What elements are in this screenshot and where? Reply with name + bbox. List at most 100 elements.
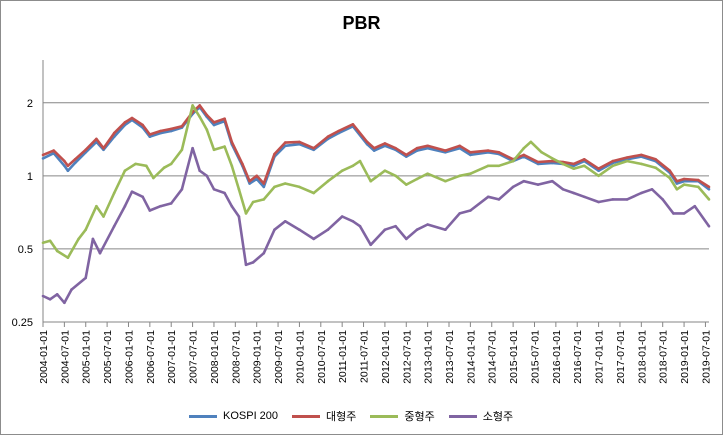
data-point: [102, 146, 105, 150]
data-point: [597, 167, 600, 170]
data-point: [383, 228, 387, 231]
data-point: [298, 140, 301, 144]
data-point: [654, 158, 657, 161]
data-point: [55, 249, 59, 253]
data-point: [66, 169, 70, 172]
data-point: [41, 153, 45, 157]
x-tick-label: 2010-07-01: [316, 330, 328, 384]
x-tick-label: 2011-07-01: [359, 330, 371, 383]
data-point: [551, 179, 554, 183]
data-point: [522, 146, 526, 150]
data-point: [511, 185, 515, 189]
legend-label: 중형주: [404, 411, 435, 423]
data-point: [675, 182, 679, 185]
x-tick-label: 2008-01-01: [209, 330, 221, 384]
data-point: [48, 239, 52, 243]
data-point: [205, 174, 209, 178]
data-point: [497, 151, 501, 154]
data-point: [351, 220, 355, 223]
x-tick-label: 2012-07-01: [401, 330, 413, 384]
y-tick-label: 2: [27, 98, 33, 110]
data-point: [130, 190, 134, 193]
data-point: [244, 263, 248, 267]
data-point: [130, 116, 134, 120]
data-point: [84, 148, 87, 152]
data-point: [650, 188, 654, 191]
x-tick-label: 2013-01-01: [423, 330, 435, 384]
data-point: [675, 179, 679, 183]
data-point: [486, 195, 490, 199]
data-point: [273, 152, 276, 156]
data-point: [611, 159, 615, 163]
data-point: [102, 215, 105, 218]
legend-label: 소형주: [482, 411, 514, 423]
data-point: [237, 188, 241, 191]
data-point: [458, 212, 462, 215]
data-point: [298, 228, 301, 231]
legend-item: 대형주: [292, 408, 356, 424]
data-point: [426, 223, 429, 226]
data-point: [561, 188, 565, 191]
data-point: [191, 146, 194, 150]
y-tick-label: 0.25: [12, 317, 33, 329]
data-point: [511, 159, 515, 163]
data-point: [237, 215, 241, 218]
data-point: [230, 204, 234, 208]
data-point: [66, 164, 70, 168]
x-tick-label: 2019-01-01: [679, 330, 691, 384]
data-point: [180, 188, 184, 191]
x-tick-label: 2015-01-01: [508, 330, 520, 384]
chart-title: PBR: [342, 13, 381, 33]
x-tick-label: 2014-01-01: [465, 330, 477, 384]
data-point: [123, 121, 127, 124]
data-point: [223, 191, 226, 195]
data-point: [248, 179, 251, 183]
data-point: [426, 144, 429, 148]
x-tick-label: 2016-01-01: [551, 330, 563, 384]
data-point: [405, 183, 408, 186]
data-point: [625, 156, 629, 159]
x-tick-label: 2014-07-01: [487, 330, 499, 384]
data-point: [372, 149, 376, 152]
data-point: [312, 191, 316, 195]
data-point: [73, 158, 77, 161]
data-point: [251, 200, 255, 204]
data-point: [55, 293, 59, 296]
x-tick-label: 2016-07-01: [572, 330, 584, 384]
legend-swatch: [370, 414, 399, 418]
data-point: [326, 135, 330, 138]
data-point: [326, 228, 330, 231]
data-point: [469, 153, 472, 157]
data-point: [63, 164, 66, 168]
data-point: [262, 182, 266, 185]
data-point: [180, 148, 184, 152]
data-point: [63, 159, 66, 163]
data-point: [365, 140, 369, 144]
data-point: [444, 179, 447, 183]
x-tick-label: 2005-07-01: [102, 330, 114, 384]
legend-label: 대형주: [326, 411, 357, 423]
data-point: [697, 178, 700, 182]
data-point: [351, 123, 355, 126]
data-point: [611, 164, 615, 168]
data-point: [625, 198, 629, 201]
data-point: [351, 164, 355, 168]
data-point: [169, 162, 173, 166]
data-point: [405, 153, 408, 157]
data-point: [298, 185, 301, 189]
data-point: [191, 104, 194, 107]
data-point: [697, 185, 700, 189]
series-line-1: [42, 104, 710, 188]
data-point: [372, 146, 376, 150]
data-point: [84, 276, 87, 280]
data-point: [536, 160, 540, 164]
y-tick-label: 0.5: [18, 244, 33, 256]
data-point: [707, 185, 711, 189]
legend-swatch: [292, 414, 321, 418]
data-point: [561, 162, 565, 166]
data-point: [497, 164, 501, 168]
data-point: [255, 174, 258, 178]
data-point: [358, 224, 362, 228]
data-point: [148, 135, 152, 138]
